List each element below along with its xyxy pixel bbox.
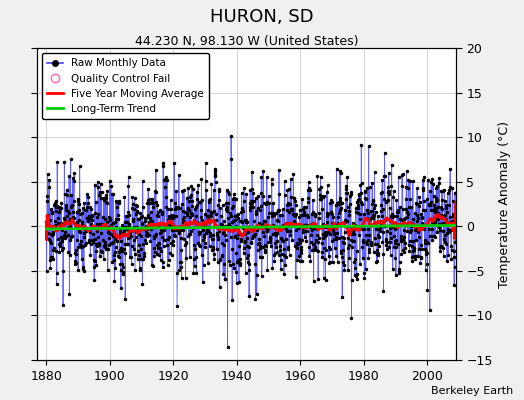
Y-axis label: Temperature Anomaly (°C): Temperature Anomaly (°C) [498,120,511,288]
Text: HURON, SD: HURON, SD [210,8,314,26]
Legend: Raw Monthly Data, Quality Control Fail, Five Year Moving Average, Long-Term Tren: Raw Monthly Data, Quality Control Fail, … [42,53,209,119]
Text: Berkeley Earth: Berkeley Earth [431,386,514,396]
Title: 44.230 N, 98.130 W (United States): 44.230 N, 98.130 W (United States) [135,35,358,48]
